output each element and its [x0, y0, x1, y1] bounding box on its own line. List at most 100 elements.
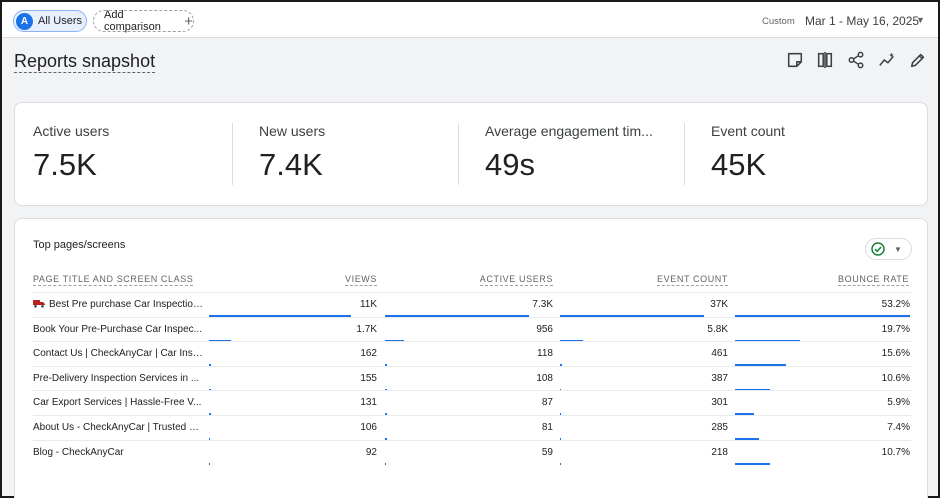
active-users-bar: [385, 339, 404, 342]
top-bar: A All Users Add comparison + Custom Mar …: [2, 2, 938, 38]
card-title: Top pages/screens: [33, 239, 126, 251]
event-count-bar: [560, 388, 561, 391]
views-bar: [209, 462, 210, 465]
metric-label: Average engagement tim...: [485, 123, 653, 139]
top-pages-card: Top pages/screens ▼ PAGE TITLE AND SCREE…: [14, 218, 928, 498]
event-count-cell: 301: [711, 397, 728, 409]
bounce-rate-bar: [735, 339, 800, 342]
metric-value: 45K: [711, 147, 767, 182]
bounce-rate-bar: [735, 315, 910, 317]
bounce-rate-bar: [735, 388, 770, 391]
page-title-cell[interactable]: Book Your Pre-Purchase Car Inspec...: [33, 324, 203, 335]
event-count-bar: [560, 364, 562, 367]
views-cell: 106: [360, 422, 377, 433]
table-row[interactable]: Pre-Delivery Inspection Services in ... 1…: [33, 365, 911, 391]
active-users-bar: [385, 462, 386, 465]
event-count-cell: 285: [711, 422, 728, 433]
col-header-active-users[interactable]: ACTIVE USERS: [479, 274, 553, 286]
edit-icon[interactable]: [908, 50, 928, 70]
views-cell: 131: [360, 397, 377, 409]
col-header-page-title[interactable]: PAGE TITLE AND SCREEN CLASS: [33, 274, 194, 286]
page-title-text: Blog - CheckAnyCar: [33, 446, 124, 458]
bounce-rate-bar: [735, 462, 770, 465]
event-count-bar: [560, 339, 583, 342]
metric-label: Active users: [33, 123, 110, 139]
page-title-text: Car Export Services | Hassle-Free V...: [33, 397, 202, 409]
table-row[interactable]: About Us - CheckAnyCar | Trusted V... 106…: [33, 415, 911, 440]
views-cell: 155: [360, 372, 377, 384]
plus-icon: +: [184, 12, 193, 30]
comparison-status-dropdown[interactable]: ▼: [865, 238, 912, 260]
views-bar: [209, 364, 211, 367]
active-users-bar: [385, 388, 387, 391]
page-title-cell[interactable]: Pre-Delivery Inspection Services in ...: [33, 373, 203, 384]
active-users-cell: 7.3K: [532, 299, 553, 310]
views-bar: [209, 438, 210, 440]
share-icon[interactable]: [846, 50, 866, 70]
metric-label: Event count: [711, 123, 785, 139]
truck-icon: [33, 300, 45, 308]
views-cell: 92: [365, 446, 377, 458]
divider: [232, 123, 233, 185]
bounce-rate-cell: 10.6%: [881, 372, 910, 384]
event-count-cell: 387: [711, 372, 728, 384]
table-row[interactable]: Best Pre purchase Car Inspection... 11K 7.…: [33, 292, 911, 317]
table-row[interactable]: Car Export Services | Hassle-Free V... 13…: [33, 390, 911, 416]
compare-icon[interactable]: [815, 50, 835, 70]
event-count-cell: 461: [711, 348, 728, 360]
date-range-picker[interactable]: Mar 1 - May 16, 2025: [805, 14, 920, 28]
active-users-cell: 59: [541, 446, 553, 458]
views-cell: 1.7K: [356, 323, 377, 335]
col-header-views[interactable]: VIEWS: [344, 274, 377, 286]
event-count-bar: [560, 462, 561, 465]
active-users-bar: [385, 413, 387, 416]
page-title-cell[interactable]: Car Export Services | Hassle-Free V...: [33, 397, 203, 408]
page-title-cell[interactable]: Best Pre purchase Car Inspection...: [33, 299, 203, 310]
event-count-bar: [560, 413, 561, 416]
all-users-label: All Users: [38, 15, 83, 27]
page-title-cell[interactable]: About Us - CheckAnyCar | Trusted V...: [33, 422, 203, 433]
caret-down-icon[interactable]: ▼: [916, 15, 925, 25]
views-bar: [209, 315, 351, 317]
page-title-text: Best Pre purchase Car Inspection...: [49, 299, 203, 310]
add-comparison-label: Add comparison: [104, 9, 161, 33]
active-users-cell: 118: [537, 348, 553, 360]
col-header-bounce-rate[interactable]: BOUNCE RATE: [838, 274, 909, 286]
views-bar: [209, 339, 231, 342]
all-users-chip[interactable]: A All Users: [13, 10, 87, 32]
page-title-text: Book Your Pre-Purchase Car Inspec...: [33, 323, 202, 335]
active-users-bar: [385, 438, 387, 440]
col-header-event-count[interactable]: EVENT COUNT: [657, 274, 728, 286]
insights-icon[interactable]: [877, 50, 897, 70]
page-title-cell[interactable]: Blog - CheckAnyCar: [33, 447, 203, 458]
add-comparison-button[interactable]: Add comparison +: [93, 9, 194, 33]
bounce-rate-bar: [735, 438, 759, 440]
page-title-text: About Us - CheckAnyCar | Trusted V...: [33, 422, 203, 433]
page-title-cell[interactable]: Contact Us | CheckAnyCar | Car Insp...: [33, 348, 203, 359]
table-row[interactable]: Contact Us | CheckAnyCar | Car Insp... 16…: [33, 341, 911, 367]
bounce-rate-bar: [735, 413, 754, 416]
caret-down-icon: ▼: [894, 244, 902, 254]
active-users-cell: 81: [541, 422, 553, 433]
bounce-rate-cell: 7.4%: [887, 422, 910, 433]
event-count-bar: [560, 315, 704, 317]
event-count-cell: 37K: [710, 299, 728, 310]
avatar: A: [16, 12, 33, 30]
bounce-rate-cell: 15.6%: [881, 348, 910, 360]
event-count-cell: 218: [711, 446, 728, 458]
notes-icon[interactable]: [785, 50, 805, 70]
bounce-rate-cell: 5.9%: [887, 397, 910, 409]
active-users-bar: [385, 315, 529, 317]
metric-value: 49s: [485, 147, 535, 182]
page-title: Reports snapshot: [14, 51, 156, 73]
table-row[interactable]: Blog - CheckAnyCar 92 59 218 10.7%: [33, 439, 911, 465]
active-users-cell: 108: [536, 372, 553, 384]
bounce-rate-cell: 19.7%: [881, 323, 910, 335]
views-bar: [209, 388, 211, 391]
date-type-label: Custom: [762, 16, 795, 27]
bounce-rate-bar: [735, 364, 786, 367]
page-title-text: Contact Us | CheckAnyCar | Car Insp...: [33, 348, 203, 360]
metrics-card: Active users 7.5K New users 7.4K Average…: [14, 102, 928, 206]
table-row[interactable]: Book Your Pre-Purchase Car Inspec... 1.7K…: [33, 316, 911, 342]
metric-value: 7.5K: [33, 147, 97, 182]
